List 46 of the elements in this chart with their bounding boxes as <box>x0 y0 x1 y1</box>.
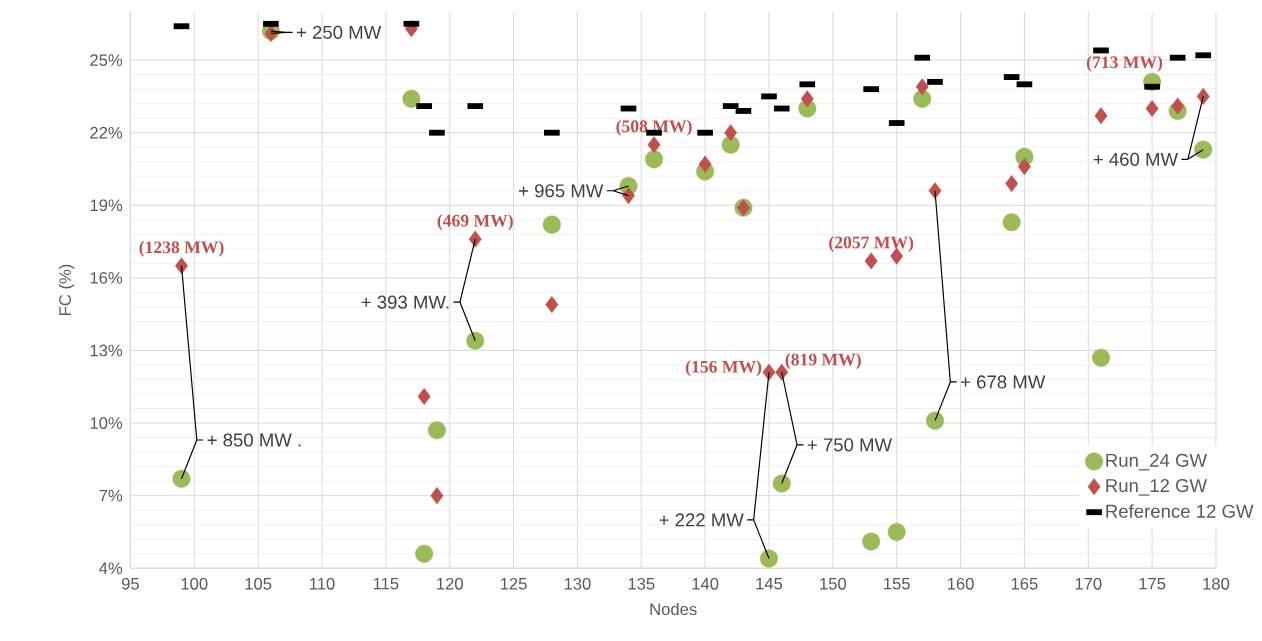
x-tick-label: 110 <box>310 578 335 590</box>
annotation: + 678 MW <box>961 375 1046 389</box>
y-tick-label: 10% <box>90 417 123 430</box>
x-tick-label: 95 <box>121 578 139 590</box>
annotation: + 393 MW. <box>361 295 449 309</box>
x-tick-label: 150 <box>820 578 847 590</box>
annotation: + 850 MW . <box>207 433 301 447</box>
x-tick-label: 160 <box>947 578 974 590</box>
annotation: + 250 MW <box>296 25 382 40</box>
annotation: (713 MW) <box>1086 56 1163 72</box>
x-tick-label: 145 <box>756 578 783 590</box>
legend-label: Reference 12 GW <box>1106 504 1254 519</box>
annotation: + 460 MW <box>1093 152 1178 167</box>
annotation: (508 MW) <box>616 120 692 136</box>
x-tick-label: 100 <box>181 578 208 590</box>
x-tick-label: 125 <box>500 578 527 590</box>
annotation: + 965 MW <box>519 184 604 198</box>
x-tick-label: 140 <box>692 578 719 590</box>
annotation: (156 MW) <box>685 360 762 377</box>
annotation: + 750 MW <box>807 438 893 452</box>
x-tick-label: 165 <box>1011 578 1038 590</box>
x-tick-label: 180 <box>1203 578 1230 590</box>
x-tick-label: 135 <box>628 578 655 590</box>
y-tick-label: 4% <box>99 562 123 575</box>
y-tick-label: 16% <box>90 272 123 284</box>
annotation: (1238 MW) <box>139 241 224 257</box>
y-tick-label: 22% <box>90 127 123 139</box>
legend-label: Run_24 GW <box>1106 453 1207 471</box>
x-axis-title: Nodes <box>650 603 697 616</box>
annotation: (2057 MW) <box>829 236 914 253</box>
x-tick-label: 115 <box>373 578 399 590</box>
x-tick-label: 170 <box>1075 578 1102 590</box>
y-tick-label: 13% <box>90 344 123 357</box>
x-tick-label: 175 <box>1139 578 1166 590</box>
x-tick-label: 155 <box>884 578 910 590</box>
x-tick-label: 105 <box>245 578 272 590</box>
legend-label: Run_12 GW <box>1106 479 1207 496</box>
y-tick-label: 25% <box>90 54 123 67</box>
annotation: + 222 MW <box>659 513 744 527</box>
x-tick-label: 120 <box>437 578 463 590</box>
x-tick-label: 130 <box>564 578 591 590</box>
y-axis-title: FC (%) <box>58 264 75 316</box>
y-tick-label: 19% <box>90 199 123 212</box>
y-tick-label: 7% <box>99 490 123 502</box>
annotation: (819 MW) <box>785 353 861 370</box>
annotation: (469 MW) <box>437 214 513 231</box>
